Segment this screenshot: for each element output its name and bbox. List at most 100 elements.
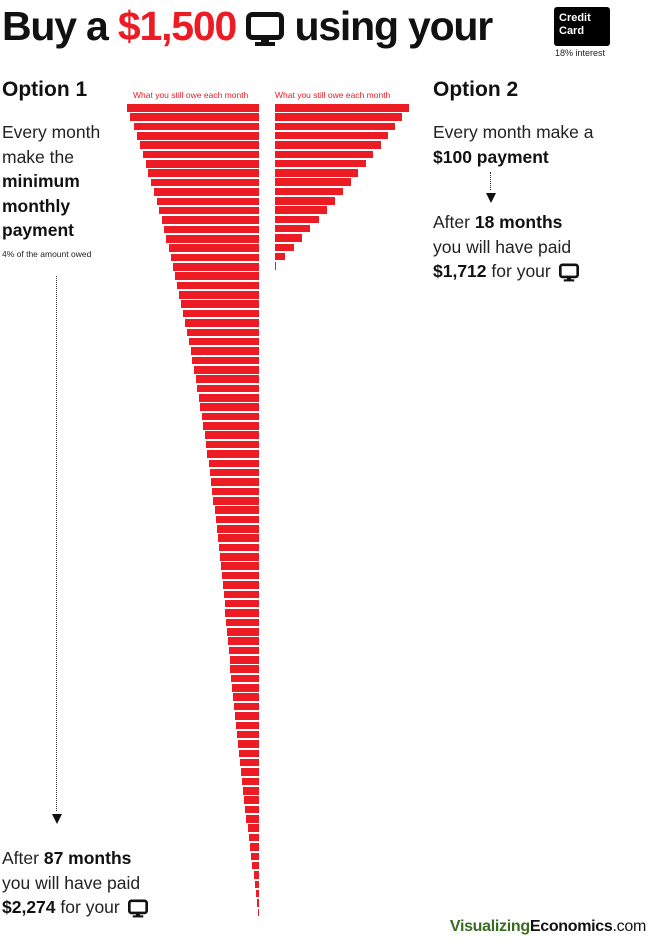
- option1-balance-bar: [253, 871, 259, 879]
- option2-title: Option 2: [433, 78, 519, 101]
- option1-balance-bar: [195, 375, 259, 383]
- option1-balance-bar: [220, 562, 259, 570]
- option2-balance-bar: [275, 169, 359, 177]
- option2-result-pre: After: [433, 212, 470, 232]
- option1-balance-bar: [133, 122, 259, 131]
- option1-balance-bar: [188, 337, 259, 346]
- option2-balance-bar: [275, 131, 388, 140]
- option1-balance-bar: [229, 656, 259, 664]
- interest-note: 18% interest: [555, 48, 606, 58]
- option2-arrow-icon: [486, 193, 496, 203]
- option1-balance-bar: [215, 515, 259, 524]
- option2-balance-bar: [275, 197, 335, 205]
- option1-balance-bar: [164, 225, 259, 234]
- option2-result-months: 18 months: [474, 212, 563, 232]
- option1-balance-bar: [226, 618, 259, 627]
- option1-balance-bar: [197, 384, 259, 393]
- option1-balance-bar: [225, 609, 259, 617]
- option1-balance-bar: [238, 749, 259, 758]
- option1-balance-bar: [217, 534, 259, 542]
- option1-balance-bar: [248, 833, 259, 842]
- option2-balance-bar: [275, 178, 351, 186]
- option1-balance-bar: [151, 178, 259, 187]
- option1-result-pre: After: [2, 848, 39, 868]
- option1-balance-bar: [237, 730, 259, 739]
- option1-balance-bar: [249, 843, 259, 851]
- option1-balance-bar: [227, 637, 259, 645]
- option1-line5: payment: [2, 220, 74, 240]
- option1-balance-bar: [209, 468, 259, 477]
- option1-balance-bar: [175, 272, 259, 280]
- option1-line3: minimum: [2, 171, 80, 191]
- title-price: $1,500: [117, 3, 237, 49]
- option1-balance-bar: [235, 712, 259, 720]
- option1-balance-bar: [156, 197, 259, 206]
- option1-balance-bar: [207, 450, 259, 458]
- computer-monitor-icon: [127, 899, 148, 918]
- card-line1: Credit: [559, 12, 591, 24]
- option1-balance-bar: [236, 721, 259, 730]
- option2-balance-bar: [275, 113, 403, 121]
- option2-balance-bar: [275, 234, 303, 242]
- option1-balance-bar: [231, 674, 259, 683]
- option2-result-line2: you will have paid: [433, 236, 572, 257]
- option2-balance-bar: [275, 159, 366, 168]
- option1-balance-bar: [127, 104, 259, 112]
- option2-description: Every month make a $100 payment: [433, 120, 593, 169]
- option1-balance-bar: [221, 571, 259, 580]
- option1-balance-bar: [211, 478, 259, 486]
- option1-balance-bar: [219, 553, 259, 561]
- option2-balance-bar: [275, 206, 327, 214]
- option1-balance-bar: [201, 412, 259, 421]
- option1-balance-bar: [204, 431, 259, 440]
- option2-balance-bar: [275, 150, 374, 158]
- option1-balance-bar: [218, 543, 259, 552]
- option1-balance-bar: [185, 319, 259, 327]
- option1-balance-bar: [216, 525, 259, 533]
- option1-balance-bar: [166, 234, 259, 243]
- option1-title: Option 1: [2, 78, 88, 101]
- option1-balance-bar: [214, 506, 259, 514]
- option1-balance-bar: [212, 487, 259, 496]
- option1-balance-bar: [224, 599, 259, 608]
- option1-balance-bar: [145, 160, 259, 168]
- option1-balance-bar: [168, 244, 259, 252]
- option2-line1: Every month make a: [433, 122, 594, 142]
- option2-balance-bar: [275, 262, 277, 270]
- title-text-post: using your: [294, 3, 493, 49]
- option1-balance-bar: [130, 113, 259, 121]
- option2-result: After 18 months you will have paid $1,71…: [433, 210, 579, 284]
- option1-balance-bar: [227, 627, 259, 636]
- option1-balance-bar: [198, 394, 259, 402]
- option1-balance-bar: [258, 908, 259, 917]
- option1-balance-bar: [194, 365, 259, 374]
- option2-balance-bar: [275, 215, 319, 224]
- option2-balance-bar: [275, 141, 381, 149]
- option1-balance-bar: [139, 141, 259, 149]
- option1-balance-bar: [148, 169, 259, 178]
- option1-balance-bar: [142, 150, 259, 159]
- option1-balance-bar: [179, 291, 259, 299]
- option1-balance-bar: [183, 309, 259, 318]
- option1-balance-bar: [208, 459, 259, 468]
- option1-balance-bar: [173, 263, 259, 271]
- brand-part1: Visualizing: [449, 918, 530, 935]
- option1-balance-bar: [234, 702, 259, 711]
- option1-line1: Every month: [2, 122, 101, 142]
- option1-result-post: for your: [60, 897, 120, 917]
- computer-monitor-icon: [246, 12, 285, 47]
- option1-result-line2: you will have paid: [2, 872, 141, 893]
- option2-axis-label: What you still owe each month: [275, 90, 391, 100]
- option1-balance-bar: [252, 861, 259, 870]
- option1-balance-bar: [136, 132, 259, 140]
- option1-balance-bar: [230, 665, 259, 673]
- option2-balance-bar: [275, 252, 285, 261]
- option1-result: After 87 months you will have paid $2,27…: [2, 846, 148, 920]
- option1-dotted-line: [56, 276, 57, 811]
- option2-balance-bar: [275, 187, 343, 196]
- option1-balance-bar: [233, 693, 259, 701]
- option1-balance-bar: [237, 740, 259, 748]
- option1-balance-bar: [187, 328, 259, 337]
- brand-part2: Economics: [529, 918, 613, 935]
- option1-balance-bar: [244, 796, 259, 804]
